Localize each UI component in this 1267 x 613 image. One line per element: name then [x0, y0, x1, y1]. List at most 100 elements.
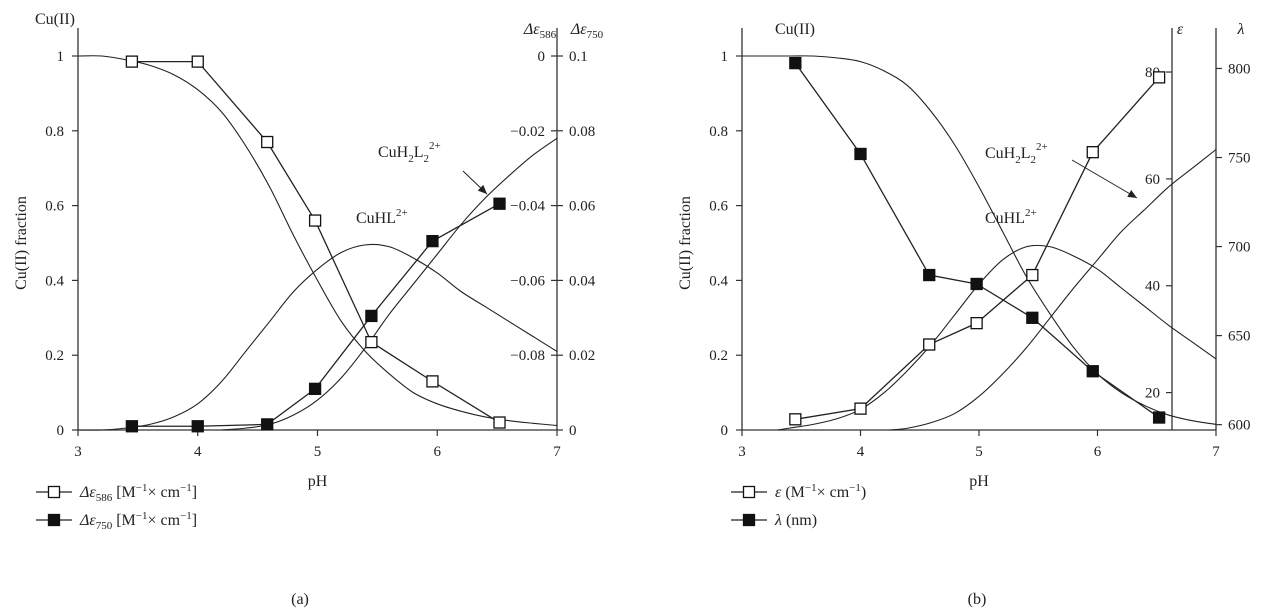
annotation-arrowhead [477, 184, 487, 194]
y-tick-label: 1 [57, 49, 65, 65]
right1-tick-label: 60 [1145, 172, 1160, 188]
data-point-filled-square [261, 418, 274, 431]
data-point-open-square [789, 413, 802, 426]
annotation-cuhl2: CuHL2+ [356, 207, 408, 227]
y-tick-label: 0.4 [709, 273, 728, 289]
y-tick-label: 0.2 [45, 348, 64, 364]
x-tick-label: 5 [314, 444, 322, 460]
species-curve-cuh2l22 [890, 149, 1217, 431]
right2-axis-label: Δε750 [570, 21, 604, 41]
y-tick-label: 1 [721, 49, 729, 65]
data-point-filled-square [1026, 311, 1039, 324]
right1-tick-label: −0.06 [510, 273, 545, 289]
right2-tick-label: 0.02 [569, 348, 595, 364]
x-tick-label: 6 [434, 444, 442, 460]
y-tick-label: 0.8 [45, 124, 64, 140]
corner-label: Cu(II) [775, 21, 815, 38]
data-point-open-square [493, 416, 506, 429]
x-axis-label: pH [308, 473, 328, 490]
series-line-2 [794, 62, 1160, 419]
panel-caption: (a) [291, 591, 309, 608]
y-tick-label: 0.2 [709, 348, 728, 364]
x-tick-label: 3 [74, 444, 82, 460]
right2-tick-label: 0 [569, 423, 577, 439]
right2-tick-label: 750 [1228, 151, 1251, 167]
data-point-filled-square [789, 56, 802, 70]
data-point-filled-square [308, 382, 322, 396]
series-line-1 [131, 60, 500, 424]
x-tick-label: 7 [553, 444, 561, 460]
data-point-open-square [1026, 268, 1039, 282]
data-point-filled-square [493, 197, 506, 210]
data-point-filled-square [365, 309, 378, 323]
x-tick-label: 3 [738, 444, 746, 460]
x-tick-label: 6 [1094, 444, 1102, 460]
x-tick-label: 5 [975, 444, 983, 460]
data-point-filled-square [923, 268, 936, 282]
species-curve-cuhl2 [77, 243, 558, 431]
right2-tick-label: 700 [1228, 240, 1251, 256]
data-point-open-square [365, 335, 378, 349]
annotation-cuhl2: CuHL2+ [985, 207, 1037, 227]
data-point-open-square [854, 402, 867, 415]
right1-axis-label: ε [1177, 21, 1184, 38]
y-axis-label: Cu(II) fraction [677, 196, 694, 290]
data-point-open-square [125, 55, 139, 68]
right1-tick-label: −0.08 [510, 348, 545, 364]
series-line-1 [795, 76, 1160, 420]
right1-tick-label: −0.02 [510, 124, 545, 140]
data-point-filled-square [1152, 411, 1166, 424]
corner-label: Cu(II) [35, 11, 75, 28]
right1-tick-label: −0.04 [510, 199, 545, 215]
species-curve-cuh2l22 [221, 137, 558, 431]
data-point-open-square [923, 338, 936, 351]
annotation-cuh2l22: CuH2L22+ [378, 140, 441, 165]
right1-tick-label: 0 [538, 49, 546, 65]
legend-marker [47, 513, 61, 527]
data-point-filled-square [970, 277, 983, 291]
legend-marker [742, 513, 756, 527]
data-point-filled-square [1086, 365, 1099, 378]
panel-caption: (b) [968, 591, 987, 608]
panel-b: 3 4 5 6 7 pH 0 0.2 0.4 0.6 0.8 1 Cu(II) fraction Cu(I… [677, 21, 1251, 608]
x-axis-label: pH [969, 473, 989, 490]
right1-tick-label: 20 [1145, 386, 1160, 402]
right2-tick-label: 0.1 [569, 49, 588, 65]
right2-tick-label: 0.04 [569, 273, 596, 289]
annotation-arrow [1071, 159, 1138, 199]
legend-entry: λ (nm) [774, 512, 817, 529]
annotation-arrowhead [1127, 190, 1137, 198]
right2-tick-label: 600 [1228, 418, 1251, 434]
data-point-filled-square [426, 234, 439, 248]
data-point-open-square [261, 135, 274, 149]
data-point-open-square [426, 375, 439, 388]
x-tick-label: 4 [194, 444, 202, 460]
right2-axis-label: λ [1237, 21, 1245, 38]
data-point-open-square [970, 316, 983, 330]
right2-tick-label: 0.08 [569, 124, 595, 140]
species-curve-cuii [77, 55, 558, 427]
right2-tick-label: 0.06 [569, 199, 596, 215]
data-point-filled-square [191, 420, 204, 433]
y-tick-label: 0 [721, 423, 729, 439]
data-point-open-square [1086, 146, 1099, 159]
right2-tick-label: 650 [1228, 329, 1251, 345]
x-tick-label: 7 [1212, 444, 1220, 460]
y-tick-label: 0.8 [709, 124, 728, 140]
legend-marker [742, 485, 756, 499]
right2-tick-label: 800 [1228, 61, 1251, 77]
species-curve-cuhl2 [777, 244, 1217, 431]
right1-axis-label: Δε586 [523, 21, 557, 41]
legend-entry: ε (M−1× cm−1) [775, 482, 866, 501]
x-tick-label: 4 [857, 444, 865, 460]
y-axis-label: Cu(II) fraction [13, 196, 30, 290]
y-tick-label: 0.4 [45, 273, 64, 289]
data-point-open-square [1152, 71, 1166, 84]
data-point-filled-square [854, 147, 867, 161]
legend-entry: Δε586 [M−1× cm−1] [79, 482, 197, 504]
legend-marker [47, 485, 61, 499]
y-tick-label: 0.6 [709, 199, 728, 215]
right1-tick-label: 40 [1145, 279, 1160, 295]
species-curve-cuii [742, 55, 1217, 425]
